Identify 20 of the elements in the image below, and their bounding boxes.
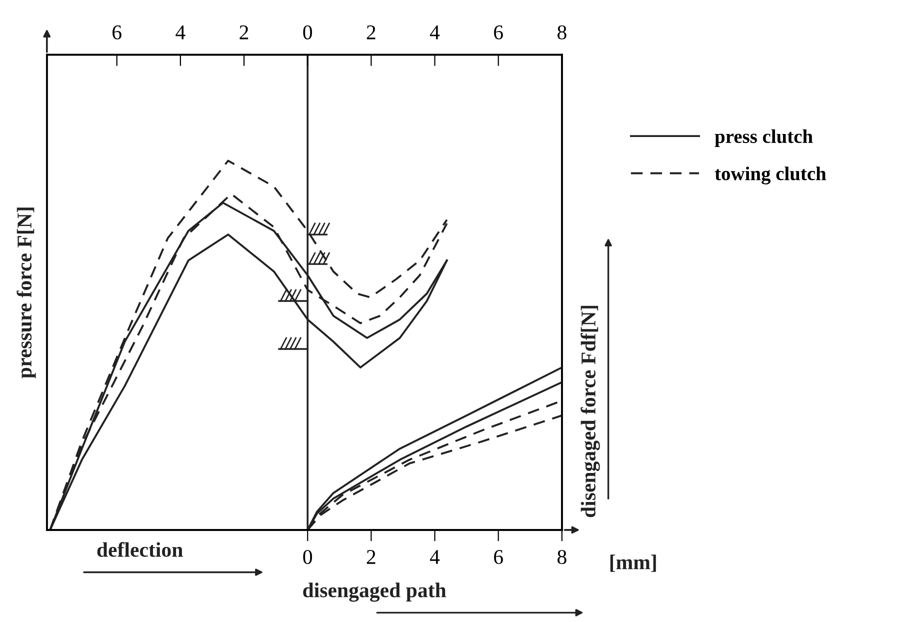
x2-tick-label: 2 [366,25,376,40]
x-axis-title: [mm] [610,554,656,572]
x2-tick-label: 6 [112,25,122,40]
x2-tick-label: 0 [303,25,312,40]
text: disengaged path [303,582,446,602]
x2-tick-label: 4 [430,25,440,40]
x2-tick-label: 4 [176,25,186,40]
x-tick-label: 4 [430,550,440,564]
x2-tick-label: 8 [558,25,566,40]
x2-tick-label: 6 [494,25,503,40]
x2-tick-label: 2 [240,25,248,40]
x-tick-label: 0 [303,550,312,564]
text: deflection [97,542,183,557]
y-axis-title: pressure force F[N] [16,208,36,378]
x-tick-label: 8 [558,550,566,564]
x-tick-label: 2 [366,550,376,564]
legend-label: towing clutch [714,166,826,184]
y2-axis-title: disengaged force Fdf[N] [580,306,600,518]
legend-label: press clutch [714,129,813,148]
x-tick-label: 6 [494,550,503,564]
